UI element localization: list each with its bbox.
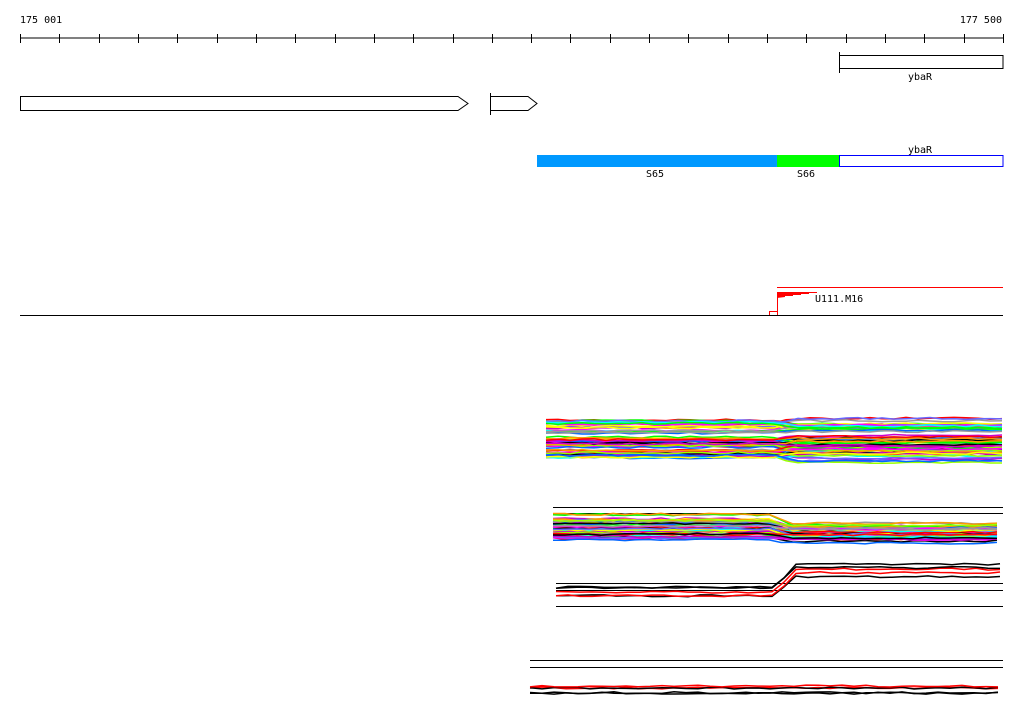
feature-flag-icon	[777, 292, 817, 298]
expression-line	[545, 434, 1003, 442]
gene-arrow-1[interactable]	[20, 96, 469, 111]
expression-line	[553, 512, 998, 526]
expression-line	[545, 448, 1003, 454]
segment-label-ybar: ybaR	[908, 145, 933, 156]
expression-line	[552, 534, 998, 541]
expression-line	[555, 571, 1001, 598]
segment-s66[interactable]	[777, 155, 839, 167]
expression-line	[545, 451, 1003, 459]
expression-line	[545, 421, 1003, 430]
expression-line	[552, 538, 998, 545]
expression-line	[545, 429, 1003, 435]
segment-label-s65: S65	[646, 169, 664, 180]
expression-line	[545, 450, 1003, 458]
gene-arrow-2[interactable]	[490, 93, 538, 115]
expression-line	[555, 565, 1001, 590]
expression-line	[552, 518, 998, 527]
gene-label: ybaR	[908, 72, 933, 83]
expression-line	[529, 684, 999, 688]
expression-line	[552, 520, 998, 530]
expression-line	[545, 422, 1003, 430]
ruler-end-label: 177 500	[960, 15, 1002, 26]
expression-line	[553, 524, 998, 531]
expression-line	[545, 438, 1003, 448]
expression-line	[545, 442, 1003, 448]
expression-plot-2	[552, 507, 1003, 545]
expression-line	[529, 686, 999, 690]
expression-line	[553, 532, 998, 537]
ruler-start-label: 175 001	[20, 15, 62, 26]
segment-label-s66: S66	[797, 169, 815, 180]
expression-line	[545, 453, 1003, 463]
expression-line	[545, 441, 1003, 447]
coordinate-ruler: 175 001 177 500	[20, 15, 1004, 43]
expression-plot-1	[545, 416, 1003, 465]
expression-line	[545, 420, 1003, 428]
expression-line	[529, 691, 999, 695]
segment-s65[interactable]	[537, 155, 777, 167]
segment-track: S65 S66 ybaR	[537, 145, 1004, 180]
expression-line	[545, 443, 1003, 453]
expression-line	[555, 567, 1001, 594]
gene-ybar[interactable]: ybaR	[839, 52, 1004, 83]
expression-line	[552, 532, 998, 540]
feature-u111-m16[interactable]: U111.M16	[769, 287, 1004, 316]
feature-label: U111.M16	[815, 294, 863, 305]
expression-plot-3	[555, 562, 1003, 607]
segment-ybar[interactable]	[839, 155, 1004, 167]
ruler-ticks	[20, 34, 1004, 43]
expression-plot-4	[529, 660, 1003, 695]
